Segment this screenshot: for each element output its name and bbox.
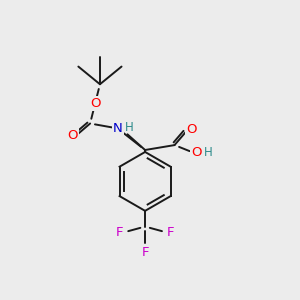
Text: F: F	[141, 246, 149, 259]
Text: O: O	[186, 123, 196, 136]
Text: N: N	[113, 122, 122, 135]
Text: F: F	[116, 226, 123, 239]
Text: O: O	[90, 98, 100, 110]
Text: O: O	[67, 129, 78, 142]
Text: H: H	[204, 146, 213, 159]
Text: H: H	[124, 121, 133, 134]
Text: F: F	[167, 226, 174, 239]
Text: O: O	[191, 146, 201, 159]
